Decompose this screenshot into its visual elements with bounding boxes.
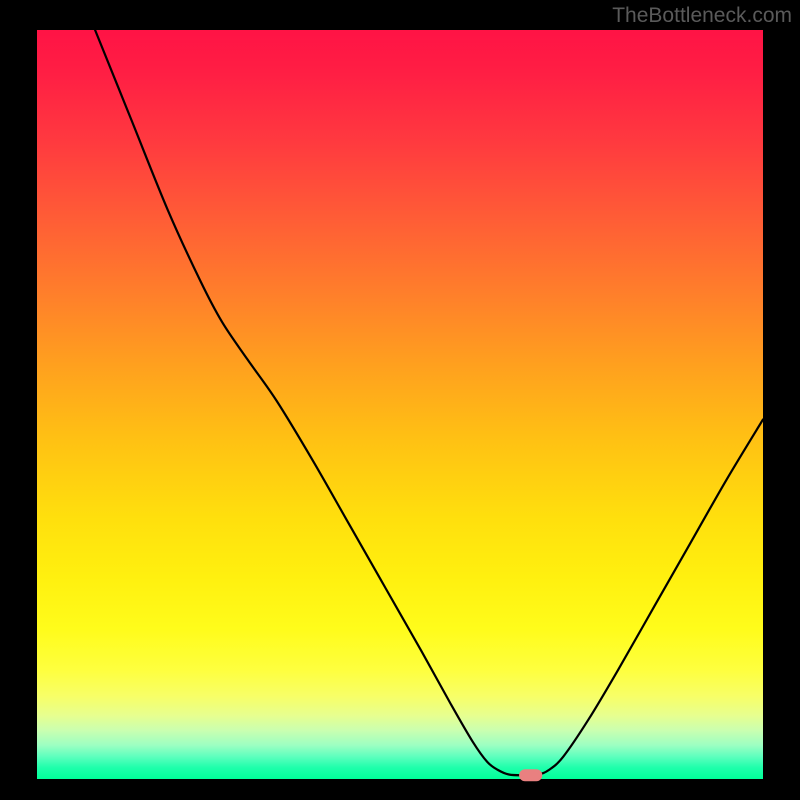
- chart-frame: TheBottleneck.com: [0, 0, 800, 800]
- optimum-marker: [519, 769, 542, 781]
- plot-background: [37, 30, 763, 779]
- bottleneck-chart: [0, 0, 800, 800]
